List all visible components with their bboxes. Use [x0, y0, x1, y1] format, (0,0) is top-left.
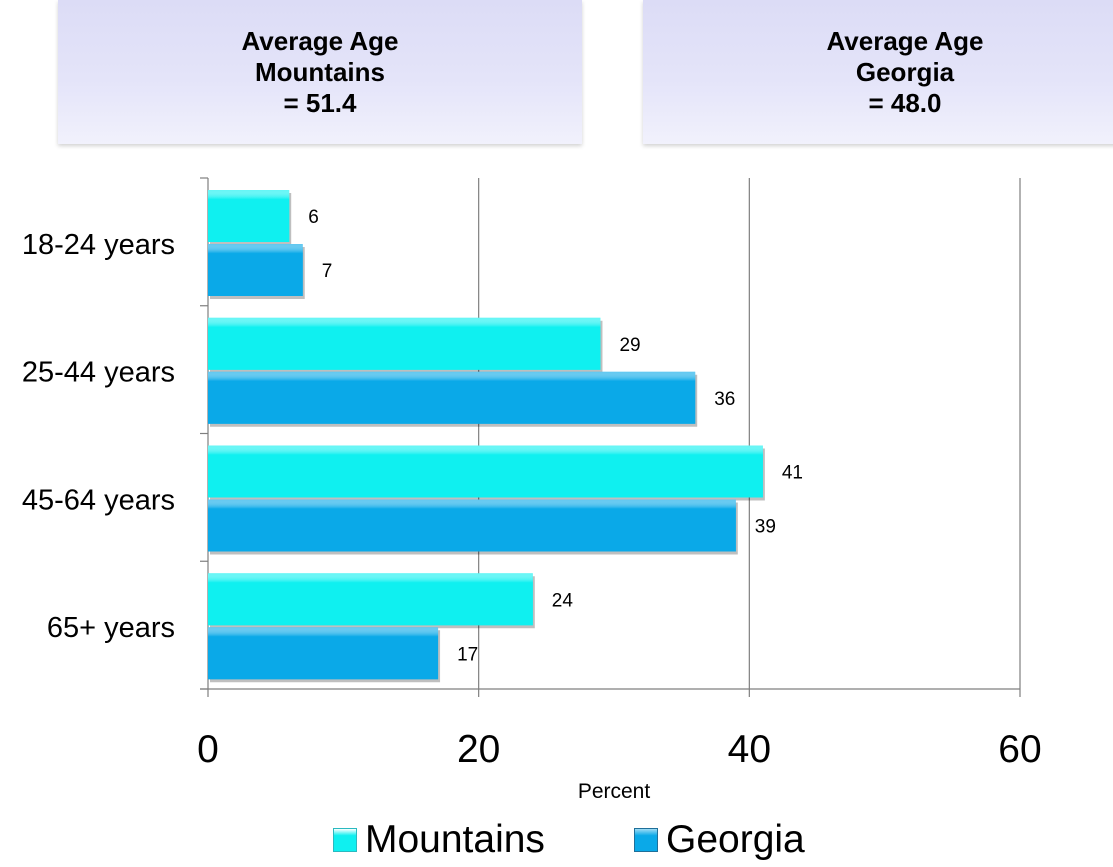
legend-label-mountains: Mountains: [365, 818, 545, 861]
category-label: 25-44 years: [22, 357, 175, 389]
category-label: 45-64 years: [22, 484, 175, 516]
data-label: 6: [308, 207, 319, 228]
data-label: 36: [714, 389, 735, 410]
bar-highlight: [208, 317, 601, 370]
bar-highlight: [208, 445, 763, 498]
bar-highlight: [208, 627, 439, 680]
data-label: 29: [619, 335, 640, 356]
box-line-2: Mountains: [255, 56, 385, 87]
box-line-3: = 51.4: [283, 87, 357, 118]
data-label: 39: [755, 517, 776, 538]
x-tick-label: 60: [998, 728, 1041, 771]
bar-highlight: [208, 244, 303, 296]
legend-swatch-mountains: [333, 828, 357, 852]
category-label: 65+ years: [47, 612, 175, 644]
legend-item-mountains: Mountains: [333, 818, 545, 862]
bar-highlight: [208, 499, 736, 552]
average-age-georgia-box: Average Age Georgia = 48.0: [643, 0, 1113, 144]
data-label: 24: [552, 590, 574, 611]
bar-highlight: [208, 371, 696, 424]
box-line-1: Average Age: [241, 25, 399, 56]
data-label: 7: [322, 261, 333, 282]
category-label: 18-24 years: [22, 229, 175, 261]
average-age-mountains-box: Average Age Mountains = 51.4: [58, 0, 582, 144]
x-tick-label: 20: [457, 728, 500, 771]
data-label: 41: [782, 463, 803, 484]
x-tick-label: 0: [197, 728, 219, 771]
legend-item-georgia: Georgia: [634, 818, 805, 862]
x-tick-label: 40: [728, 728, 771, 771]
legend-label-georgia: Georgia: [666, 818, 805, 861]
x-axis-title: Percent: [578, 780, 651, 803]
bar-highlight: [208, 190, 290, 242]
box-line-3: = 48.0: [868, 87, 942, 118]
legend-swatch-georgia: [634, 828, 658, 852]
bar-highlight: [208, 573, 533, 626]
box-line-2: Georgia: [855, 56, 955, 87]
box-line-1: Average Age: [826, 25, 984, 56]
data-label: 17: [457, 644, 478, 665]
